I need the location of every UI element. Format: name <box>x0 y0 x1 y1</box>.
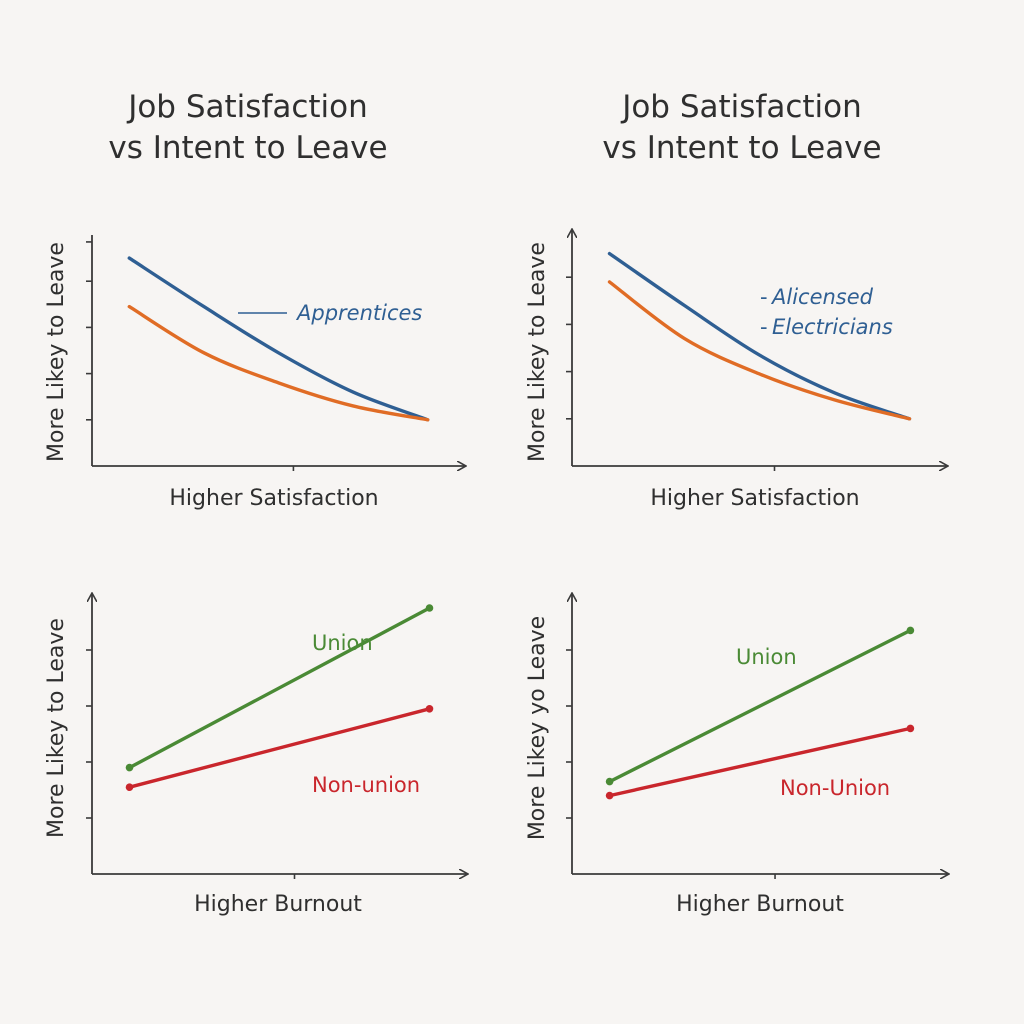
legend-label: Union <box>736 645 797 669</box>
data-point <box>906 724 915 733</box>
chart-title-line-1: Job Satisfaction <box>620 89 862 125</box>
x-axis-title: Higher Burnout <box>676 892 844 917</box>
x-axis-title: Higher Burnout <box>194 892 362 917</box>
legend-label: Electricians <box>772 315 893 339</box>
chart-title-line-2: vs Intent to Leave <box>602 130 881 166</box>
legend-dash: - <box>760 315 768 339</box>
chart-title-line-1: Job Satisfaction <box>126 89 368 125</box>
legend-dash: - <box>760 285 768 309</box>
y-axis-title: More Likey to Leave <box>44 242 69 462</box>
y-axis-title: More Likey to Leave <box>44 618 69 838</box>
legend-label: Alicensed <box>770 285 874 309</box>
series-line-series-2 <box>607 280 912 421</box>
data-point <box>605 791 614 800</box>
chart-title-line-2: vs Intent to Leave <box>108 130 387 166</box>
series-line-apprentices <box>127 256 430 422</box>
legend-label: Non-union <box>312 773 420 797</box>
series-line-union <box>127 606 432 770</box>
legend-label: Non-Union <box>780 776 890 800</box>
data-point <box>125 783 134 791</box>
x-axis-title: Higher Satisfaction <box>169 486 378 511</box>
series-line-series-2 <box>127 304 430 422</box>
data-point <box>605 777 614 786</box>
data-point <box>125 763 134 772</box>
series-line-union <box>607 628 913 784</box>
chart-panel-3: Higher Burnout More Likey to Leave Union No… <box>44 594 467 917</box>
data-point <box>425 604 434 612</box>
series-line-alicensed-electricians <box>607 251 912 421</box>
data-point <box>906 626 915 635</box>
legend-label: Union <box>312 631 373 655</box>
data-point <box>425 705 434 713</box>
chart-panel-4: Higher Burnout More Likey yo Leave Union No… <box>525 594 948 917</box>
legend-label: Apprentices <box>295 301 422 325</box>
series-line-non-union <box>127 707 432 789</box>
y-axis-title: More Likey yo Leave <box>525 616 550 840</box>
y-axis-title: More Likey to Leave <box>525 242 550 462</box>
series-line-non-union <box>607 726 913 798</box>
chart-panel-2: Job Satisfaction vs Intent to Leave Higher… <box>525 89 947 511</box>
x-axis-title: Higher Satisfaction <box>650 486 859 511</box>
chart-panel-1: Job Satisfaction vs Intent to Leave Higher… <box>44 89 465 511</box>
